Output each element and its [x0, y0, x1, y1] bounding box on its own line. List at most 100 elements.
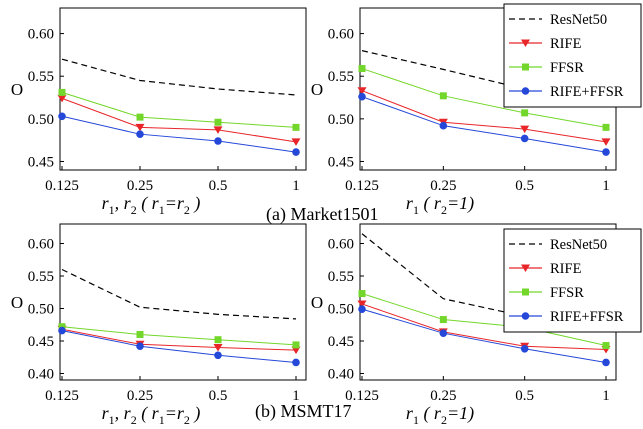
data-point: [602, 148, 610, 156]
y-tick-label: 0.45: [328, 154, 354, 170]
series-line-ffsr: [361, 68, 607, 128]
series-line-rife-ffsr: [61, 115, 297, 153]
series-line-rife: [361, 90, 607, 143]
y-tick-label: 0.40: [328, 367, 354, 383]
data-point: [213, 126, 223, 134]
plot-frame: [59, 223, 307, 381]
legend: ResNet50 RIFE FFSR RIFE+FFSR: [503, 3, 642, 108]
x-tick-label: 0.125: [345, 388, 379, 404]
x-tick-label: 0.125: [45, 178, 79, 194]
data-point: [358, 65, 366, 73]
series-line-rife-ffsr: [361, 308, 607, 363]
legend-marker: [522, 63, 529, 71]
data-point: [357, 87, 367, 95]
data-point: [58, 88, 66, 96]
data-point: [213, 344, 223, 352]
y-tick-label: 0.45: [28, 154, 54, 170]
legend-box: [503, 3, 642, 108]
legend-label: ResNet50: [550, 12, 607, 28]
x-tick-label: 0.5: [209, 178, 228, 194]
x-axis-label: r1, r2 ( r1=r2 ): [102, 403, 201, 427]
data-point: [57, 94, 67, 103]
series-line-resnet50: [361, 233, 607, 320]
data-point: [358, 92, 366, 101]
x-tick-label: 0.5: [515, 388, 534, 404]
data-point: [58, 326, 66, 335]
x-tick-label: 0.5: [515, 178, 534, 194]
legend-marker: [521, 264, 530, 272]
series-line-rife: [61, 328, 297, 351]
plot-frame: [59, 7, 307, 171]
legend-label: FFSR: [550, 285, 584, 301]
legend-label: RIFE+FFSR: [550, 309, 624, 325]
caption-market1501: (a) Market1501: [266, 204, 378, 225]
data-point: [292, 123, 300, 131]
data-point: [292, 341, 300, 349]
x-tick-label: 0.25: [430, 178, 456, 194]
data-point: [214, 137, 222, 145]
x-tick-label: 1: [292, 178, 300, 194]
caption-msmt17: (b) MSMT17: [255, 401, 352, 422]
legend-label: ResNet50: [550, 237, 607, 253]
x-tick-label: 0.125: [345, 178, 379, 194]
x-axis-label: r1 ( r2=1): [406, 193, 474, 217]
series-line-ffsr: [61, 91, 297, 128]
x-tick-label: 0.125: [45, 388, 79, 404]
y-axis-label: O: [311, 293, 323, 312]
y-tick-label: 0.55: [28, 69, 54, 85]
series-line-rife: [61, 97, 297, 143]
data-point: [136, 342, 144, 351]
legend-marker: [521, 87, 530, 95]
y-tick-label: 0.55: [328, 269, 354, 285]
data-point: [136, 130, 144, 138]
y-tick-label: 0.55: [28, 269, 54, 285]
y-tick-label: 0.60: [328, 237, 354, 253]
legend-label: RIFE: [550, 36, 582, 52]
y-tick-label: 0.50: [328, 112, 354, 128]
series-line-rife: [361, 303, 607, 350]
x-tick-label: 1: [602, 388, 610, 404]
data-point: [58, 323, 66, 331]
series-line-rife-ffsr: [361, 96, 607, 153]
legend-marker: [522, 288, 529, 296]
data-point: [357, 300, 367, 308]
x-axis-label: r1 ( r2=1): [406, 403, 474, 427]
data-point: [439, 316, 447, 324]
data-point: [291, 346, 301, 355]
data-point: [291, 138, 301, 146]
y-tick-label: 0.50: [28, 302, 54, 318]
data-point: [58, 112, 66, 121]
y-tick-label: 0.55: [328, 69, 354, 85]
data-point: [602, 358, 610, 367]
y-tick-label: 0.45: [28, 334, 54, 350]
data-point: [520, 125, 530, 134]
data-point: [521, 109, 529, 117]
x-tick-label: 0.25: [430, 388, 456, 404]
series-line-rife-ffsr: [61, 330, 297, 363]
y-tick-label: 0.60: [28, 237, 54, 253]
data-point: [602, 123, 610, 131]
legend-marker: [521, 39, 530, 47]
data-point: [520, 134, 529, 143]
legend-label: RIFE: [550, 261, 582, 277]
chart-market-right: 0.45 0.50 0.55 0.60 0.125 0.25 0.5 1 Or1 ( r2=1)…: [311, 3, 642, 217]
data-point: [136, 113, 144, 121]
x-tick-label: 0.5: [209, 388, 228, 404]
x-axis-label: r1, r2 ( r1=r2 ): [102, 193, 201, 217]
y-tick-label: 0.50: [28, 112, 54, 128]
series-line-resnet50: [361, 50, 607, 96]
y-tick-label: 0.60: [28, 27, 54, 43]
y-axis-label: O: [11, 80, 23, 99]
chart-msmt-right: 0.40 0.45 0.50 0.55 0.60 0.125 0.25 0.5 1 Or1 ( r…: [311, 223, 642, 427]
data-point: [439, 92, 447, 100]
series-line-ffsr: [61, 326, 297, 346]
data-point: [601, 138, 611, 146]
series-line-resnet50: [61, 58, 297, 96]
x-tick-label: 0.25: [127, 178, 153, 194]
y-tick-label: 0.45: [328, 334, 354, 350]
y-axis-label: O: [311, 80, 323, 99]
chart-msmt-left: 0.40 0.45 0.50 0.55 0.60 0.125 0.25 0.5 1 Or1, r2…: [11, 223, 307, 427]
data-point: [292, 358, 300, 367]
x-tick-label: 1: [602, 178, 610, 194]
